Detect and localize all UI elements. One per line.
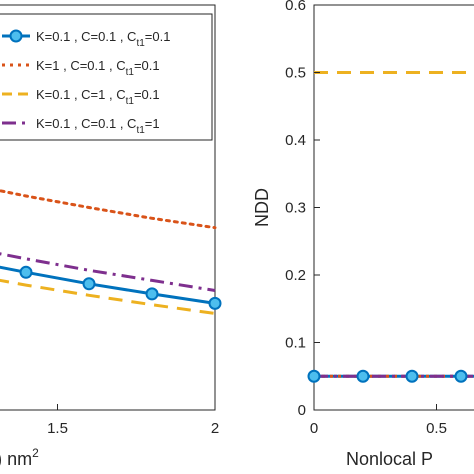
left-x-axis-label-superscript: 2 [32,446,39,460]
right-series-marker [356,369,370,383]
left-plot-frame [0,4,216,411]
legend-box [0,13,213,141]
right-series-marker [454,369,468,383]
left-series-line-0 [0,265,216,305]
legend-items: K=0.1 , C=0.1 , Ct1=0.1 K=1 , C=0.1 , Ct1… [2,29,170,136]
legend-label-0: K=0.1 , C=0.1 , Ct1=0.1 [36,29,170,49]
right-y-tick-label: 0.3 [285,200,306,217]
left-series-marker [145,287,159,301]
legend-label-2: K=0.1 , C=1 , Ct1=0.1 [36,87,160,107]
right-x-ticks: 0 0.5 [310,404,447,437]
left-series-group [0,189,222,315]
left-x-axis-label-text: ameter (μ) nm [0,449,32,469]
left-series-marker [208,296,222,310]
left-x-ticks: 11.52 [47,404,219,437]
legend: K=0.1 , C=0.1 , Ct1=0.1 K=1 , C=0.1 , Ct1… [0,13,213,141]
left-chart-panel: 11.52 ameter (μ) nm2 K=0.1 , C=0.1 , Ct1… [0,4,222,469]
left-series-marker [19,265,33,279]
right-y-tick-label: 0.2 [285,267,306,284]
right-y-tick-label: 0.6 [285,0,306,14]
left-series-line-2 [0,278,216,315]
right-series-marker [307,369,321,383]
left-x-tick-label: 2 [211,420,219,437]
left-series-marker [82,277,96,291]
right-y-tick-label: 0.5 [285,65,306,82]
right-x-tick-label: 0.5 [426,420,447,437]
legend-marker [9,29,23,43]
legend-label-1: K=1 , C=0.1 , Ct1=0.1 [36,58,160,78]
right-series-marker [405,369,419,383]
right-x-axis-label: Nonlocal P [346,449,433,469]
right-y-ticks: 0 0.1 0.2 0.3 0.4 0.5 0.6 [285,0,320,419]
legend-label-3: K=0.1 , C=0.1 , Ct1=1 [36,116,160,136]
left-series-line-3 [0,252,216,292]
right-y-axis-label: NDD [252,188,272,227]
right-y-tick-label: 0 [298,402,306,419]
right-x-tick-label: 0 [310,420,318,437]
right-plot-frame [313,4,474,411]
left-series-line-1 [0,189,217,230]
left-x-tick-label: 1.5 [47,420,68,437]
right-y-tick-label: 0.4 [285,132,306,149]
right-y-tick-label: 0.1 [285,335,306,352]
right-series-group [307,71,474,383]
left-x-axis-label: ameter (μ) nm2 [0,446,39,469]
right-chart-panel: 0 0.5 00.10.20.30.40.50.6 NDD Nonlocal P [252,0,474,469]
